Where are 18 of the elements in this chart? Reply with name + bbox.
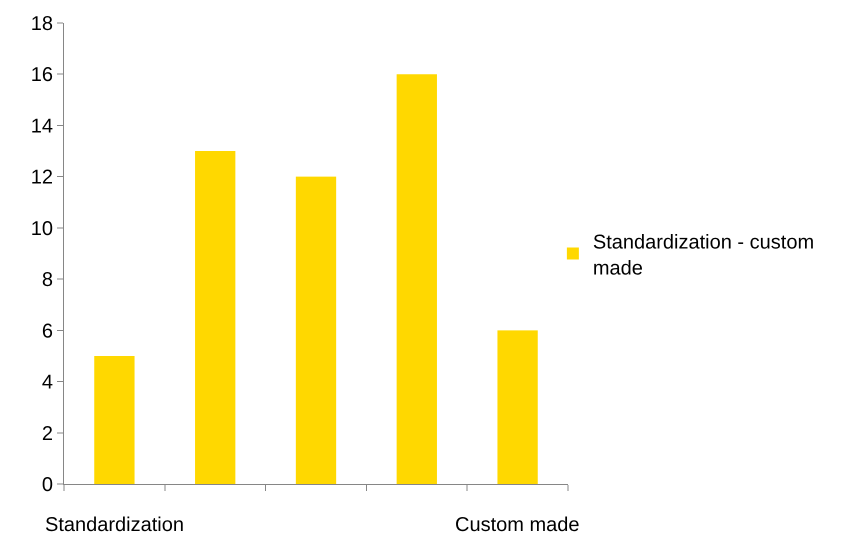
y-tick-label: 10 — [30, 218, 53, 240]
y-tick-label: 8 — [42, 269, 53, 292]
x-tick-label: Standardization — [45, 514, 184, 536]
y-tick-label: 6 — [42, 320, 53, 342]
y-tick-label: 14 — [30, 115, 53, 138]
y-tick-label: 16 — [30, 64, 53, 86]
y-tick-label: 0 — [42, 474, 53, 496]
bar — [396, 74, 437, 484]
y-tick-label: 2 — [42, 422, 53, 445]
bar — [94, 356, 135, 484]
y-tick-label: 4 — [42, 372, 53, 394]
legend-label: Standardization - custom made — [592, 231, 814, 280]
y-tick-label: 18 — [30, 13, 53, 35]
bar — [296, 176, 336, 484]
bar — [497, 330, 538, 484]
bar — [195, 151, 236, 484]
x-tick-label: Custom made — [455, 514, 580, 536]
y-tick-label: 12 — [30, 166, 53, 189]
